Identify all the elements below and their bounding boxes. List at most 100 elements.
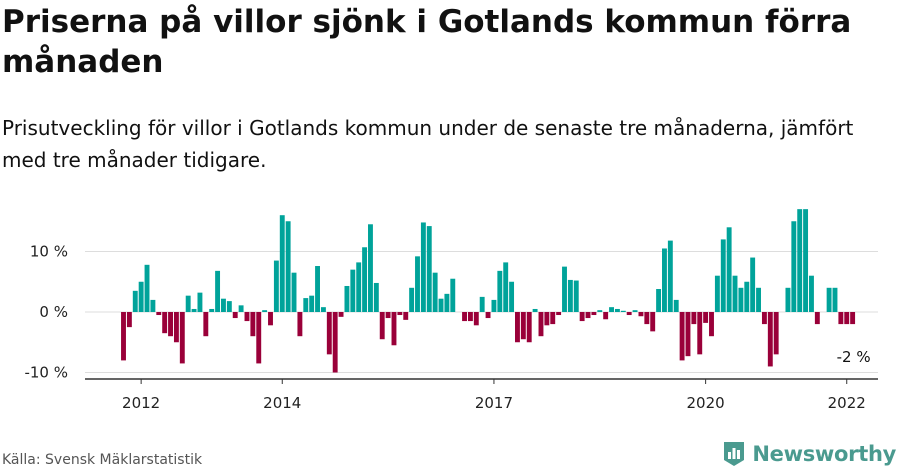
bar xyxy=(197,292,203,312)
x-tick-label: 2014 xyxy=(263,394,301,412)
bar xyxy=(732,275,738,312)
bar xyxy=(809,275,814,312)
bar xyxy=(350,269,356,312)
bar xyxy=(256,312,262,364)
bar xyxy=(338,312,344,317)
bar xyxy=(244,312,250,322)
bar xyxy=(785,287,791,312)
bar xyxy=(814,312,820,325)
bar xyxy=(703,312,709,323)
bar xyxy=(356,262,362,312)
newsworthy-logo-icon xyxy=(724,442,745,466)
bar xyxy=(550,312,556,325)
bar xyxy=(303,298,309,312)
bar xyxy=(450,278,456,312)
bar xyxy=(379,312,385,340)
bar xyxy=(673,299,679,312)
x-tick-label: 2012 xyxy=(122,394,160,412)
bar xyxy=(403,312,409,320)
bar xyxy=(144,264,150,312)
bar xyxy=(597,310,603,312)
latest-value-annotation: -2 % xyxy=(837,348,871,366)
bar xyxy=(609,307,614,312)
bar xyxy=(556,312,562,316)
bar xyxy=(662,248,667,312)
bar xyxy=(250,312,256,337)
bar xyxy=(426,226,432,312)
bar xyxy=(150,299,156,312)
bar xyxy=(485,312,491,319)
bar xyxy=(168,312,173,337)
bar xyxy=(309,295,315,312)
bar xyxy=(162,312,168,334)
bar xyxy=(415,256,420,312)
bar xyxy=(656,289,662,312)
bar xyxy=(326,312,332,355)
bar xyxy=(767,312,773,367)
bar xyxy=(203,312,209,337)
source-note: Källa: Svensk Mäklarstatistik xyxy=(2,452,203,468)
bar xyxy=(532,308,538,312)
bar xyxy=(685,312,691,357)
bar xyxy=(232,312,238,319)
axis-labels: 10 % 0 % -10 % 2012 2014 2017 2020 2022 -2 % xyxy=(24,243,870,413)
bar xyxy=(797,209,803,312)
bar xyxy=(562,266,567,312)
bar xyxy=(221,298,226,312)
bar xyxy=(385,312,391,319)
bar xyxy=(432,272,438,312)
brand-name: Newsworthy xyxy=(752,442,896,466)
bar xyxy=(632,310,638,312)
bar xyxy=(156,312,162,316)
bar xyxy=(238,305,244,312)
bar xyxy=(462,312,467,322)
bar xyxy=(138,281,144,312)
bar xyxy=(526,312,532,343)
bar xyxy=(215,270,221,312)
bar xyxy=(573,280,579,312)
bar xyxy=(761,312,767,325)
bar xyxy=(515,312,520,343)
bar xyxy=(185,295,191,312)
bar xyxy=(368,224,373,312)
bar xyxy=(332,312,338,373)
bar xyxy=(438,298,444,312)
bar xyxy=(738,287,744,312)
bar xyxy=(273,260,279,312)
bar xyxy=(262,310,268,312)
bar xyxy=(315,266,320,312)
bar xyxy=(391,312,397,346)
bar xyxy=(644,312,650,325)
y-tick-label: 0 % xyxy=(39,303,68,321)
bar xyxy=(679,312,685,361)
bar xyxy=(409,287,415,312)
x-tick-label: 2020 xyxy=(687,394,725,412)
bar xyxy=(567,279,573,312)
bar xyxy=(691,312,697,325)
chart-subtitle: Prisutveckling för villor i Gotlands kom… xyxy=(2,116,854,172)
bar xyxy=(344,285,350,312)
bar xyxy=(285,221,291,312)
bar xyxy=(803,209,809,312)
x-tick-label: 2022 xyxy=(828,394,866,412)
bar xyxy=(844,312,850,325)
bar xyxy=(297,312,303,337)
bar xyxy=(614,308,620,312)
x-tick-label: 2017 xyxy=(475,394,513,412)
bar xyxy=(179,312,185,364)
bar xyxy=(744,281,750,312)
bar xyxy=(714,275,720,312)
y-tick-label: 10 % xyxy=(30,243,68,261)
bar xyxy=(791,221,797,312)
bar xyxy=(226,301,232,312)
bar xyxy=(467,312,473,322)
bar xyxy=(397,312,403,316)
bar xyxy=(268,312,273,326)
bar xyxy=(720,239,726,312)
bar xyxy=(850,312,856,325)
bar xyxy=(497,270,503,312)
bar xyxy=(756,287,761,312)
bar xyxy=(603,312,609,320)
bar xyxy=(585,312,591,319)
bar xyxy=(291,272,297,312)
